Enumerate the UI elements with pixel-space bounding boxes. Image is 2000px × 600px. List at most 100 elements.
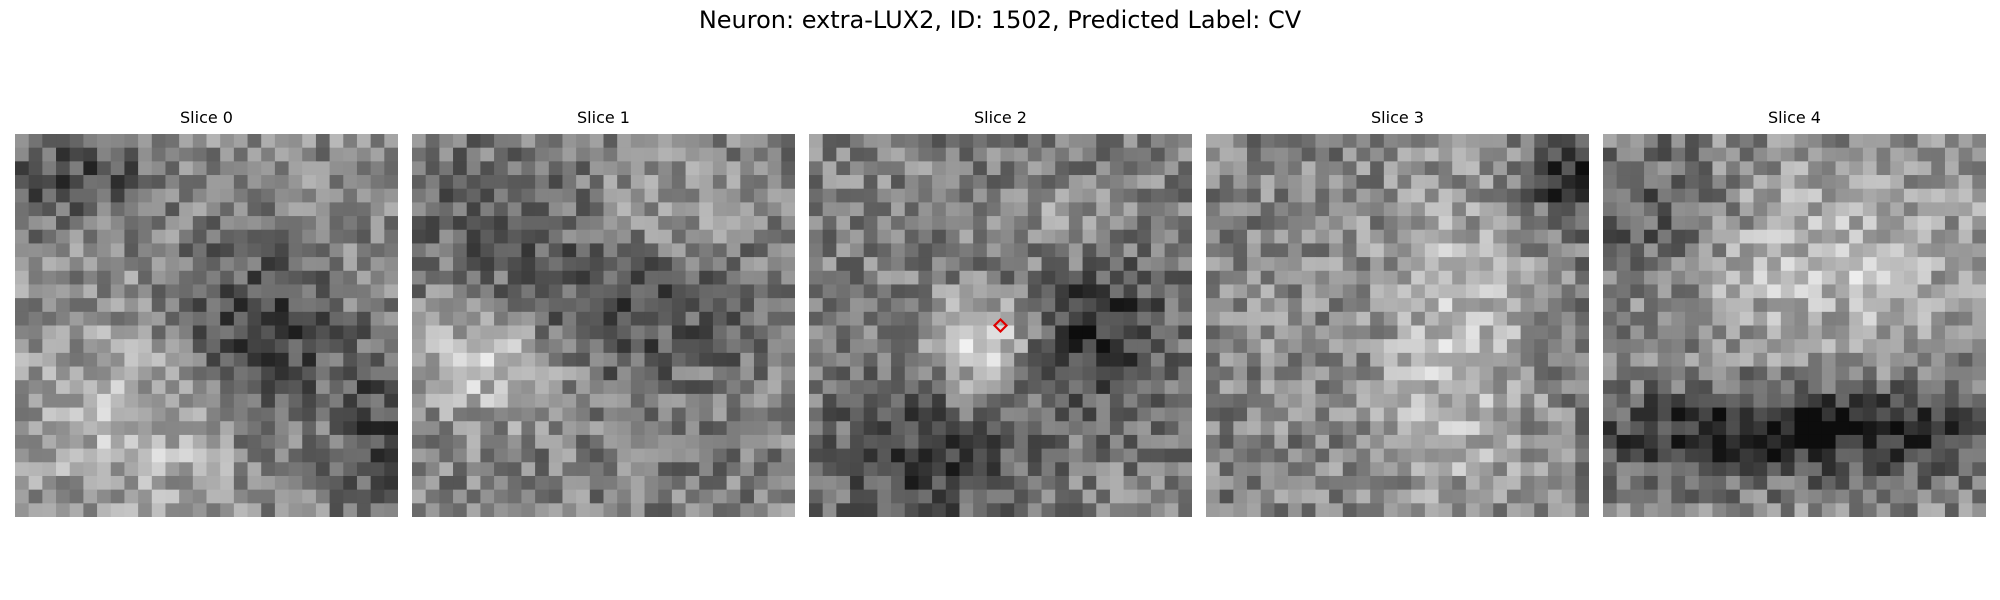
pixel-cell	[644, 462, 659, 477]
pixel-cell	[356, 421, 372, 436]
pixel-cell	[507, 489, 523, 504]
pixel-cell	[1780, 407, 1796, 422]
pixel-cell	[521, 216, 536, 231]
pixel-cell	[1616, 407, 1631, 422]
pixel-cell	[1821, 147, 1837, 162]
pixel-cell	[247, 475, 262, 491]
pixel-cell	[918, 243, 933, 258]
pixel-cell	[151, 257, 167, 272]
pixel-cell	[589, 366, 605, 381]
pixel-cell	[891, 393, 906, 409]
pixel-cell	[315, 475, 331, 491]
center-marker-diamond	[992, 317, 1009, 334]
pixel-cell	[973, 257, 988, 272]
pixel-cell	[1917, 503, 1932, 517]
pixel-cell	[986, 311, 1002, 327]
pixel-cell	[247, 188, 262, 203]
pixel-cell	[1821, 175, 1837, 190]
pixel-cell	[1452, 475, 1467, 491]
pixel-cell	[1411, 175, 1426, 190]
pixel-cell	[1616, 339, 1631, 354]
pixel-cell	[42, 188, 57, 203]
pixel-cell	[1890, 393, 1905, 409]
pixel-cell	[1356, 147, 1371, 162]
pixel-cell	[1780, 243, 1796, 258]
pixel-cell	[658, 421, 673, 436]
pixel-cell	[151, 311, 167, 327]
pixel-cell	[220, 462, 235, 477]
pixel-cell	[1821, 284, 1837, 299]
pixel-cell	[1630, 339, 1645, 354]
pixel-cell	[1616, 448, 1631, 463]
pixel-cell	[83, 325, 98, 340]
pixel-cell	[1520, 339, 1535, 354]
pixel-cell	[1288, 366, 1303, 381]
pixel-cell	[261, 243, 276, 258]
pixel-cell	[302, 229, 317, 245]
pixel-cell	[1301, 243, 1317, 258]
pixel-cell	[1383, 161, 1399, 176]
pixel-cell	[1520, 407, 1535, 422]
pixel-cell	[1493, 147, 1508, 162]
pixel-cell	[1493, 229, 1508, 245]
pixel-cell	[918, 366, 933, 381]
pixel-cell	[1808, 161, 1823, 176]
pixel-cell	[1903, 298, 1919, 313]
pixel-cell	[384, 270, 398, 286]
pixel-cell	[466, 257, 481, 272]
pixel-cell	[1014, 325, 1029, 340]
pixel-cell	[384, 489, 398, 504]
pixel-cell	[480, 503, 495, 517]
pixel-cell	[1260, 339, 1275, 354]
pixel-cell	[1000, 339, 1015, 354]
pixel-cell	[1301, 147, 1317, 162]
pixel-cell	[918, 434, 933, 450]
pixel-cell	[986, 352, 1002, 368]
pixel-cell	[261, 393, 276, 409]
pixel-cell	[699, 147, 714, 162]
pixel-cell	[1465, 421, 1481, 436]
pixel-cell	[425, 421, 440, 436]
pixel-cell	[28, 393, 43, 409]
pixel-cell	[1274, 407, 1289, 422]
pixel-cell	[986, 216, 1002, 231]
pixel-cell	[644, 311, 659, 327]
pixel-cell	[56, 448, 71, 463]
pixel-cell	[165, 503, 180, 517]
pixel-cell	[1288, 393, 1303, 409]
pixel-cell	[1452, 257, 1467, 272]
pixel-cell	[1082, 434, 1097, 450]
pixel-cell	[192, 503, 208, 517]
pixel-cell	[97, 134, 112, 149]
pixel-cell	[151, 216, 167, 231]
pixel-cell	[1506, 489, 1522, 504]
pixel-cell	[480, 393, 495, 409]
pixel-cell	[1397, 393, 1412, 409]
pixel-cell	[1972, 434, 1986, 450]
pixel-cell	[233, 147, 249, 162]
pixel-cell	[1000, 462, 1015, 477]
pixel-cell	[315, 503, 331, 517]
pixel-cell	[877, 407, 892, 422]
pixel-cell	[1041, 421, 1056, 436]
pixel-cell	[1520, 147, 1535, 162]
pixel-cell	[274, 489, 290, 504]
pixel-cell	[1698, 448, 1714, 463]
pixel-cell	[1356, 407, 1371, 422]
pixel-cell	[192, 366, 208, 381]
pixel-cell	[453, 270, 468, 286]
pixel-cell	[1301, 161, 1317, 176]
pixel-cell	[370, 352, 385, 368]
pixel-cell	[1164, 202, 1179, 217]
pixel-cell	[1178, 503, 1192, 517]
pixel-cell	[1726, 393, 1741, 409]
pixel-cell	[1479, 407, 1494, 422]
pixel-cell	[1493, 503, 1508, 517]
pixel-cell	[1534, 161, 1549, 176]
pixel-cell	[1712, 175, 1727, 190]
pixel-cell	[247, 352, 262, 368]
pixel-cell	[1150, 284, 1166, 299]
pixel-cell	[151, 352, 167, 368]
pixel-cell	[192, 434, 208, 450]
pixel-cell	[877, 134, 892, 149]
